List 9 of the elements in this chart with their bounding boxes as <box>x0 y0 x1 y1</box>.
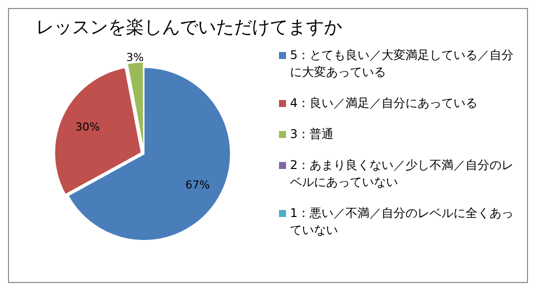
chart-title: レッスンを楽しんでいただけてますか <box>35 16 343 39</box>
legend-label: 1：悪い／不満／自分のレベルに全くあっていない <box>290 205 515 239</box>
data-label: 3% <box>126 50 144 64</box>
data-label: 67% <box>185 178 210 192</box>
legend-label: 2：あまり良くない／少し不満／自分のレベルにあっていない <box>290 157 515 191</box>
legend-label: 3：普通 <box>290 126 334 143</box>
legend-label: 5：とても良い／大変満足している／自分に大変あっている <box>290 47 515 81</box>
data-label: 30% <box>75 120 100 134</box>
legend-label: 4：良い／満足／自分にあっている <box>290 95 478 112</box>
